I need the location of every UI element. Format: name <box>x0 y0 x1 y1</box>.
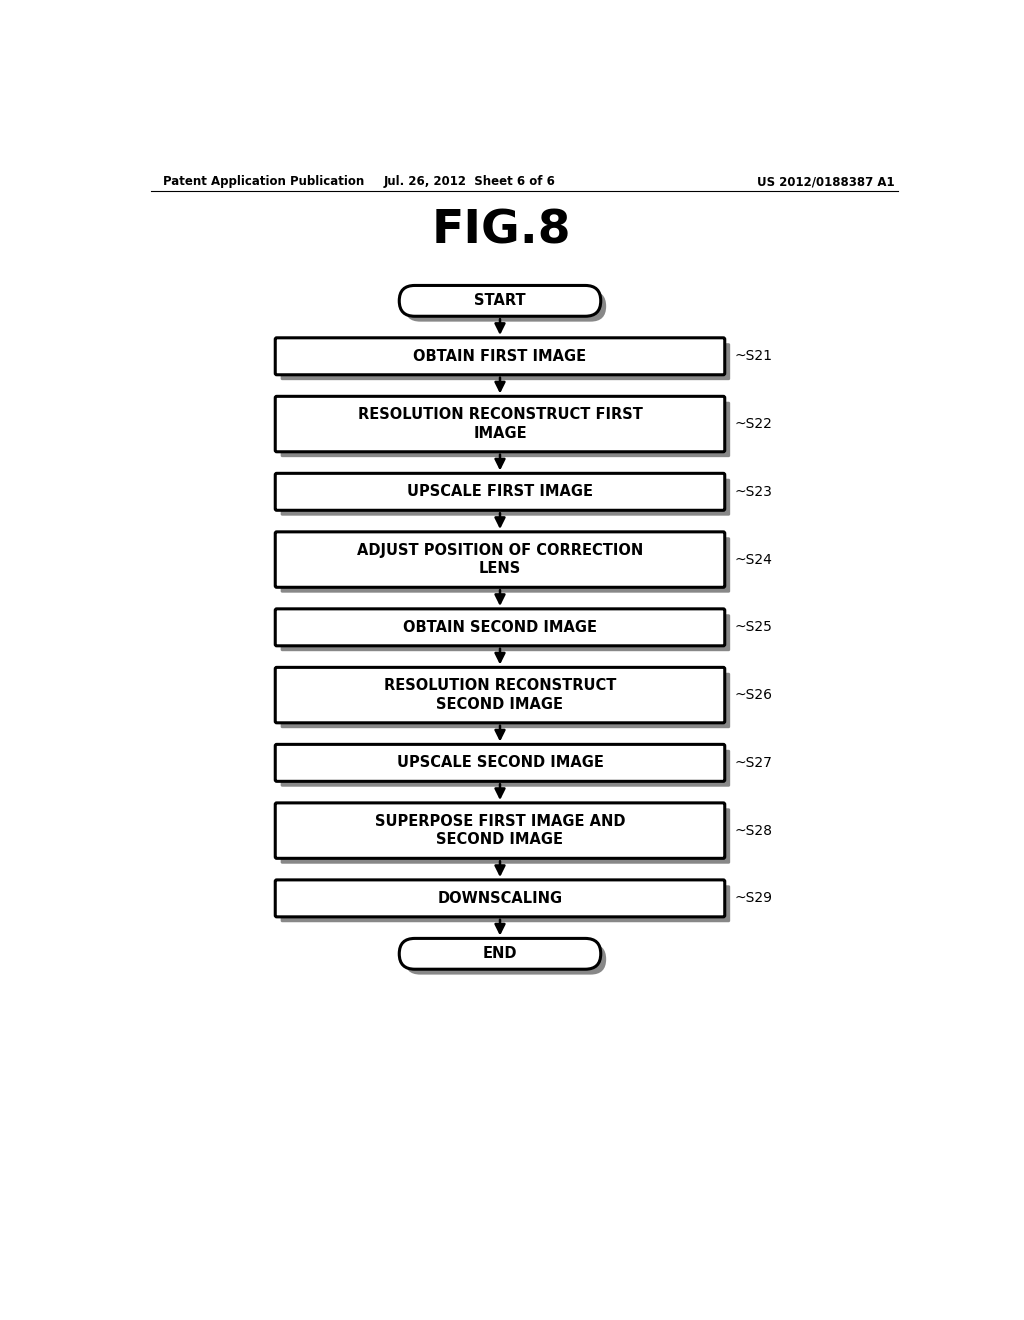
Text: UPSCALE FIRST IMAGE: UPSCALE FIRST IMAGE <box>407 484 593 499</box>
Text: ~S27: ~S27 <box>734 756 772 770</box>
FancyBboxPatch shape <box>281 614 730 651</box>
Text: ~S21: ~S21 <box>734 350 772 363</box>
FancyBboxPatch shape <box>281 537 730 593</box>
FancyBboxPatch shape <box>281 343 730 380</box>
Text: SUPERPOSE FIRST IMAGE AND
SECOND IMAGE: SUPERPOSE FIRST IMAGE AND SECOND IMAGE <box>375 814 626 847</box>
Text: OBTAIN SECOND IMAGE: OBTAIN SECOND IMAGE <box>403 620 597 635</box>
FancyBboxPatch shape <box>404 944 606 974</box>
Text: Patent Application Publication: Patent Application Publication <box>163 176 365 189</box>
FancyBboxPatch shape <box>399 285 601 317</box>
FancyBboxPatch shape <box>404 290 606 322</box>
Text: ~S22: ~S22 <box>734 417 772 432</box>
Text: ~S26: ~S26 <box>734 688 772 702</box>
FancyBboxPatch shape <box>281 808 730 863</box>
FancyBboxPatch shape <box>281 886 730 923</box>
Text: ~S28: ~S28 <box>734 824 772 838</box>
FancyBboxPatch shape <box>281 673 730 729</box>
Text: END: END <box>482 946 517 961</box>
FancyBboxPatch shape <box>275 609 725 645</box>
FancyBboxPatch shape <box>281 750 730 787</box>
Text: DOWNSCALING: DOWNSCALING <box>437 891 562 906</box>
Text: ~S29: ~S29 <box>734 891 772 906</box>
FancyBboxPatch shape <box>275 803 725 858</box>
Text: ~S23: ~S23 <box>734 484 772 499</box>
Text: UPSCALE SECOND IMAGE: UPSCALE SECOND IMAGE <box>396 755 603 771</box>
FancyBboxPatch shape <box>281 401 730 457</box>
FancyBboxPatch shape <box>275 668 725 723</box>
FancyBboxPatch shape <box>281 479 730 516</box>
Text: START: START <box>474 293 525 309</box>
FancyBboxPatch shape <box>275 474 725 511</box>
FancyBboxPatch shape <box>275 338 725 375</box>
FancyBboxPatch shape <box>275 744 725 781</box>
Text: ~S24: ~S24 <box>734 553 772 566</box>
Text: Jul. 26, 2012  Sheet 6 of 6: Jul. 26, 2012 Sheet 6 of 6 <box>383 176 555 189</box>
FancyBboxPatch shape <box>399 939 601 969</box>
FancyBboxPatch shape <box>275 396 725 451</box>
Text: US 2012/0188387 A1: US 2012/0188387 A1 <box>757 176 895 189</box>
Text: FIG.8: FIG.8 <box>431 209 570 253</box>
Text: RESOLUTION RECONSTRUCT FIRST
IMAGE: RESOLUTION RECONSTRUCT FIRST IMAGE <box>357 408 642 441</box>
FancyBboxPatch shape <box>275 880 725 917</box>
Text: ~S25: ~S25 <box>734 620 772 635</box>
Text: OBTAIN FIRST IMAGE: OBTAIN FIRST IMAGE <box>414 348 587 364</box>
FancyBboxPatch shape <box>275 532 725 587</box>
Text: ADJUST POSITION OF CORRECTION
LENS: ADJUST POSITION OF CORRECTION LENS <box>357 543 643 577</box>
Text: RESOLUTION RECONSTRUCT
SECOND IMAGE: RESOLUTION RECONSTRUCT SECOND IMAGE <box>384 678 616 711</box>
